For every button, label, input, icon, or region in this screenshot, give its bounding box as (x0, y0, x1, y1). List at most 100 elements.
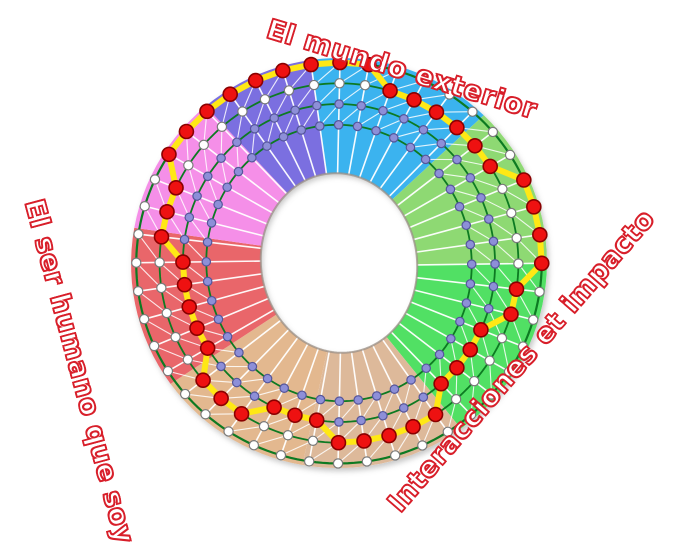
node-outer[interactable] (224, 427, 233, 436)
node-outer[interactable] (309, 80, 318, 89)
node-outer[interactable] (284, 86, 293, 95)
node-selected[interactable] (468, 139, 482, 153)
node-outer[interactable] (163, 367, 172, 376)
node-selected[interactable] (463, 343, 477, 357)
node-outer[interactable] (171, 332, 180, 341)
node-outer[interactable] (470, 377, 479, 386)
node-inner[interactable] (207, 219, 215, 227)
node-inner[interactable] (379, 107, 387, 115)
node-selected[interactable] (249, 74, 263, 88)
node-outer[interactable] (150, 341, 159, 350)
node-outer[interactable] (514, 259, 523, 268)
node-selected[interactable] (176, 255, 190, 269)
node-selected[interactable] (383, 84, 397, 98)
node-outer[interactable] (485, 356, 494, 365)
node-inner[interactable] (485, 215, 493, 223)
node-inner[interactable] (400, 404, 408, 412)
node-outer[interactable] (420, 76, 429, 85)
node-selected[interactable] (223, 87, 237, 101)
node-inner[interactable] (357, 416, 365, 424)
node-inner[interactable] (217, 154, 225, 162)
node-outer[interactable] (360, 81, 369, 90)
node-outer[interactable] (518, 342, 527, 351)
node-inner[interactable] (316, 395, 324, 403)
node-outer[interactable] (362, 457, 371, 466)
node-selected[interactable] (214, 391, 228, 405)
node-outer[interactable] (140, 315, 149, 324)
node-inner[interactable] (335, 397, 343, 405)
node-inner[interactable] (447, 335, 455, 343)
node-inner[interactable] (456, 317, 464, 325)
node-outer[interactable] (249, 441, 258, 450)
node-outer[interactable] (391, 451, 400, 460)
node-inner[interactable] (250, 392, 258, 400)
node-inner[interactable] (270, 114, 278, 122)
node-selected[interactable] (200, 104, 214, 118)
node-selected[interactable] (429, 408, 443, 422)
node-inner[interactable] (263, 142, 271, 150)
node-inner[interactable] (485, 304, 493, 312)
node-inner[interactable] (280, 384, 288, 392)
node-selected[interactable] (201, 341, 215, 355)
node-selected[interactable] (160, 205, 174, 219)
node-inner[interactable] (373, 392, 381, 400)
node-selected[interactable] (527, 200, 541, 214)
node-outer[interactable] (155, 258, 164, 267)
node-selected[interactable] (235, 407, 249, 421)
node-inner[interactable] (202, 258, 210, 266)
node-selected[interactable] (169, 181, 183, 195)
node-selected[interactable] (406, 420, 420, 434)
node-inner[interactable] (468, 260, 476, 268)
node-selected[interactable] (357, 434, 371, 448)
node-inner[interactable] (419, 126, 427, 134)
node-outer[interactable] (333, 459, 342, 468)
node-outer[interactable] (184, 161, 193, 170)
node-inner[interactable] (233, 138, 241, 146)
node-inner[interactable] (233, 378, 241, 386)
node-inner[interactable] (400, 115, 408, 123)
node-inner[interactable] (234, 167, 242, 175)
node-outer[interactable] (259, 422, 268, 431)
node-selected[interactable] (331, 436, 345, 450)
node-selected[interactable] (382, 429, 396, 443)
node-selected[interactable] (190, 321, 204, 335)
node-inner[interactable] (217, 362, 225, 370)
node-inner[interactable] (462, 299, 470, 307)
node-outer[interactable] (134, 230, 143, 239)
node-outer[interactable] (283, 431, 292, 440)
node-selected[interactable] (155, 230, 169, 244)
node-selected[interactable] (429, 105, 443, 119)
radial-donut-chart[interactable] (0, 0, 679, 513)
node-inner[interactable] (223, 183, 231, 191)
node-inner[interactable] (298, 391, 306, 399)
node-inner[interactable] (180, 235, 188, 243)
node-inner[interactable] (185, 213, 193, 221)
node-selected[interactable] (434, 377, 448, 391)
node-inner[interactable] (235, 348, 243, 356)
node-outer[interactable] (451, 395, 460, 404)
node-inner[interactable] (477, 194, 485, 202)
node-inner[interactable] (334, 121, 342, 129)
node-selected[interactable] (474, 323, 488, 337)
node-outer[interactable] (487, 390, 496, 399)
node-inner[interactable] (446, 185, 454, 193)
node-selected[interactable] (535, 256, 549, 270)
node-inner[interactable] (489, 282, 497, 290)
node-inner[interactable] (248, 362, 256, 370)
node-outer[interactable] (162, 308, 171, 317)
node-selected[interactable] (510, 282, 524, 296)
node-outer[interactable] (181, 389, 190, 398)
node-inner[interactable] (421, 155, 429, 163)
node-inner[interactable] (466, 174, 474, 182)
node-outer[interactable] (505, 150, 514, 159)
node-inner[interactable] (297, 126, 305, 134)
node-outer[interactable] (157, 283, 166, 292)
node-outer[interactable] (468, 107, 477, 116)
node-outer[interactable] (535, 287, 544, 296)
node-selected[interactable] (179, 125, 193, 139)
node-selected[interactable] (310, 413, 324, 427)
node-inner[interactable] (204, 172, 212, 180)
node-inner[interactable] (435, 169, 443, 177)
node-inner[interactable] (453, 155, 461, 163)
node-inner[interactable] (353, 122, 361, 130)
